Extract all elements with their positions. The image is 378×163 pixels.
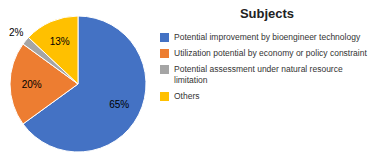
legend-item: Utilization potential by economy or poli… [160,48,374,58]
legend-item: Others [160,91,374,101]
data-label: 65% [109,99,129,110]
legend: Potential improvement by bioengineer tec… [160,32,374,107]
data-label: 13% [50,36,70,47]
legend-swatch [160,33,169,42]
legend-swatch [160,49,169,58]
legend-item: Potential assessment under natural resou… [160,64,374,84]
legend-label: Potential assessment under natural resou… [174,64,374,84]
pie-chart: 65% 20% 2% 13% [0,0,160,163]
data-labels: 65% 20% 2% 13% [9,27,129,110]
legend-item: Potential improvement by bioengineer tec… [160,32,374,42]
legend-swatch [160,65,169,74]
slice [28,16,78,84]
legend-label: Utilization potential by economy or poli… [174,48,367,58]
data-label: 2% [9,27,24,38]
title: Subjects [160,6,374,21]
legend-label: Others [174,91,200,101]
legend-label: Potential improvement by bioengineer tec… [174,32,360,42]
legend-swatch [160,92,169,101]
slices [10,16,146,152]
data-label: 20% [22,79,42,90]
